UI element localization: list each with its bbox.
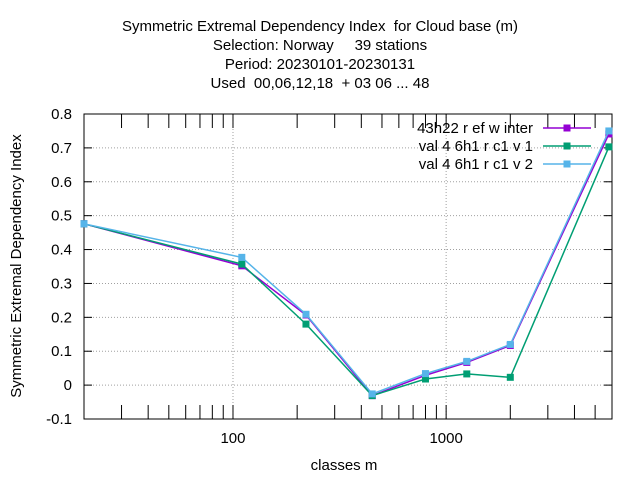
x-tick-label: 100	[220, 430, 245, 447]
legend-entry: val 4 6h1 r c1 v 1	[419, 138, 591, 155]
legend-label: val 4 6h1 r c1 v 2	[419, 156, 533, 173]
data-point	[463, 357, 471, 365]
plot-border	[83, 113, 613, 420]
y-axis-title: Symmetric Extremal Dependency Index	[8, 134, 25, 398]
data-point	[80, 220, 88, 228]
series-line	[83, 130, 610, 395]
series-line	[83, 146, 610, 397]
data-point	[238, 253, 246, 261]
data-point	[421, 370, 429, 378]
legend-marker	[563, 142, 571, 150]
y-tick-label: 0.4	[51, 242, 72, 259]
series-val_46h1_rc1_v1	[80, 143, 613, 400]
data-point	[302, 310, 310, 318]
y-tick-label: 0	[64, 377, 72, 394]
data-point	[463, 370, 471, 378]
data-point	[238, 260, 246, 268]
legend-label: val 4 6h1 r c1 v 1	[419, 138, 533, 155]
title-line-2: Selection: Norway 39 stations	[212, 37, 428, 54]
legend-label: 43h22 r ef w inter	[417, 120, 533, 137]
series-val_46h1_rc1_v2	[80, 127, 613, 398]
data-point	[605, 127, 613, 135]
data-point	[605, 143, 613, 151]
data-point	[506, 340, 514, 348]
axes: -0.1 0 0.1 0.2 0.3 0.4 0.5 0.6 0.7 0.8 100 1000	[46, 106, 613, 447]
legend-marker	[563, 160, 571, 168]
data-point	[302, 320, 310, 328]
y-tick-label: 0.6	[51, 174, 72, 191]
data-point	[506, 373, 514, 381]
title-line-1: Symmetric Extremal Dependency Index for …	[122, 18, 518, 35]
x-tick-label: 1000	[429, 430, 462, 447]
y-tick-label: 0.1	[51, 343, 72, 360]
legend-entry: val 4 6h1 r c1 v 2	[419, 156, 591, 173]
plot-series	[80, 127, 613, 400]
legend-marker	[563, 124, 571, 132]
data-point	[421, 375, 429, 383]
y-tick-label: 0.2	[51, 309, 72, 326]
y-tick-label: 0.7	[51, 140, 72, 157]
x-axis-title: classes m	[311, 457, 378, 474]
title-line-4: Used 00,06,12,18 + 03 06 ... 48	[210, 75, 430, 92]
y-tick-label: 0.8	[51, 106, 72, 123]
legend-entry: 43h22 r ef w inter	[417, 120, 591, 137]
series-line	[83, 133, 610, 397]
y-tick-label: 0.5	[51, 208, 72, 225]
title-line-3: Period: 20230101-20230131	[224, 56, 416, 73]
y-tick-label: -0.1	[46, 411, 72, 428]
grid-lines	[84, 114, 612, 419]
y-tick-label: 0.3	[51, 275, 72, 292]
data-point	[368, 390, 376, 398]
